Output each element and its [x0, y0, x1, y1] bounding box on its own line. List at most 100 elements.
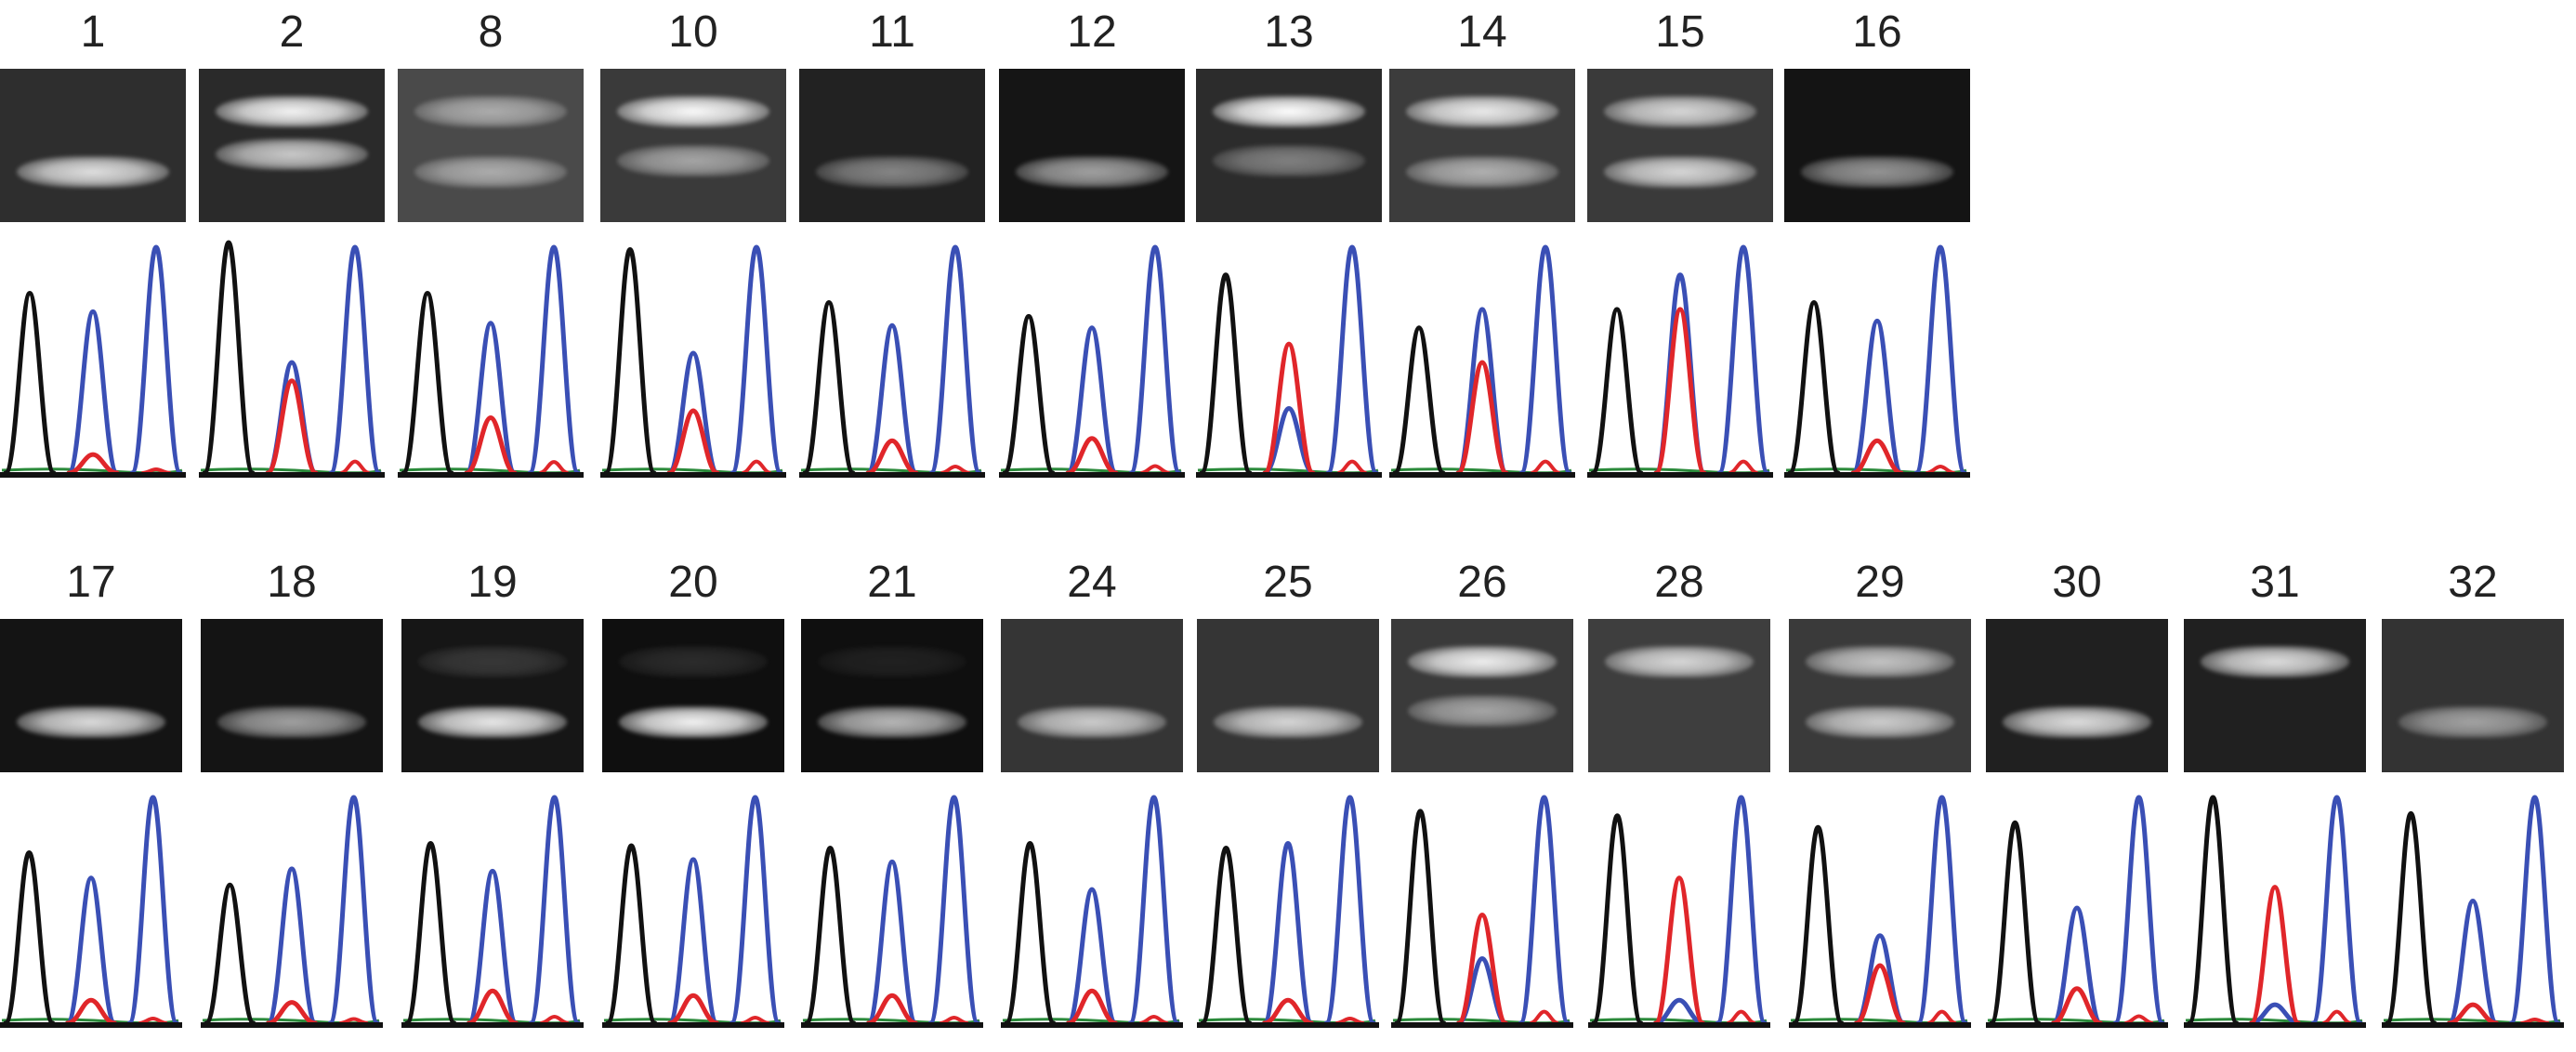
blue-end-peak	[1128, 244, 1182, 476]
gel-image	[602, 619, 784, 772]
black-peak	[1787, 299, 1841, 476]
gel-band	[1016, 155, 1168, 188]
sample-panel: 18	[201, 550, 383, 1052]
red-minor-peak	[539, 460, 569, 475]
red-minor-peak	[741, 459, 772, 475]
blue-end-peak	[527, 244, 581, 476]
gel-band	[619, 705, 768, 738]
sample-label: 29	[1855, 558, 1905, 607]
blue-end-peak	[729, 795, 782, 1026]
sample-label: 18	[267, 558, 317, 607]
red-peak	[666, 408, 720, 476]
sample-label: 19	[467, 558, 518, 607]
chromatogram	[2184, 789, 2366, 1032]
red-peak	[1066, 988, 1118, 1026]
black-peak	[1989, 820, 2042, 1026]
sample-panel: 11	[799, 0, 985, 502]
gel-band	[816, 155, 968, 188]
sample-label: 13	[1264, 7, 1314, 57]
blue-peak	[1065, 325, 1119, 476]
gel-band	[617, 96, 769, 128]
chromatogram	[1986, 789, 2168, 1032]
blue-peak	[1653, 997, 1705, 1026]
red-minor-peak	[1335, 1017, 1365, 1025]
sample-panel: 14	[1389, 0, 1575, 502]
blue-end-peak	[1325, 244, 1379, 476]
sample-label: 20	[668, 558, 718, 607]
black-peak	[401, 291, 454, 476]
black-peak	[1792, 824, 1845, 1026]
blue-peak	[464, 321, 518, 476]
gel-band	[1408, 695, 1557, 727]
blue-end-peak	[1323, 795, 1376, 1026]
red-minor-peak	[940, 465, 970, 475]
red-minor-peak	[1529, 1009, 1559, 1025]
red-peak	[66, 452, 120, 476]
blue-end-peak	[1518, 795, 1571, 1026]
gel-band	[2399, 705, 2547, 738]
sample-panel: 2	[199, 0, 385, 502]
blue-end-peak	[2310, 795, 2363, 1026]
red-peak	[2447, 1002, 2499, 1026]
chromatogram	[999, 239, 1185, 482]
black-peak	[1590, 307, 1644, 476]
gel-image	[2382, 619, 2564, 772]
sample-label: 32	[2448, 558, 2498, 607]
gel-image	[2184, 619, 2366, 772]
gel-band	[1408, 646, 1557, 678]
gel-band	[617, 145, 769, 177]
sample-panel: 12	[999, 0, 1185, 502]
blue-peak	[865, 322, 919, 476]
chromatogram	[1391, 789, 1573, 1032]
chromatogram	[0, 789, 182, 1032]
red-minor-peak	[540, 1015, 570, 1025]
gel-band	[216, 138, 368, 171]
sample-label: 8	[478, 7, 504, 57]
gel-band	[217, 705, 366, 738]
blue-peak	[866, 859, 918, 1026]
sample-panel: 25	[1197, 550, 1379, 1052]
blue-peak	[2447, 899, 2499, 1026]
blue-end-peak	[129, 244, 183, 476]
blue-end-peak	[126, 795, 179, 1026]
gel-image	[199, 69, 385, 222]
chromatogram	[398, 239, 584, 482]
blue-peak	[467, 868, 519, 1026]
red-minor-peak	[1925, 465, 1955, 475]
blue-peak	[1066, 887, 1118, 1026]
chromatogram	[2382, 789, 2564, 1032]
chromatogram	[401, 789, 584, 1032]
gel-band	[1213, 96, 1365, 128]
sample-label: 17	[66, 558, 116, 607]
chromatogram	[1001, 789, 1183, 1032]
sample-label: 2	[279, 7, 305, 57]
red-minor-peak	[138, 1017, 168, 1025]
chromatogram	[1196, 239, 1382, 482]
red-peak	[266, 1000, 318, 1026]
black-peak	[3, 291, 57, 476]
black-peak	[3, 849, 56, 1026]
blue-peak	[1850, 318, 1904, 476]
red-minor-peak	[1139, 1015, 1169, 1025]
sample-panel: 31	[2184, 550, 2366, 1052]
red-peak	[467, 988, 519, 1026]
gel-image	[401, 619, 584, 772]
sample-panel: 26	[1391, 550, 1573, 1052]
blue-end-peak	[1518, 244, 1572, 476]
chromatogram	[602, 789, 784, 1032]
red-peak	[1653, 307, 1707, 476]
blue-end-peak	[928, 244, 982, 476]
blue-end-peak	[1913, 244, 1967, 476]
blue-peak	[2051, 905, 2103, 1026]
gel-image	[1196, 69, 1382, 222]
blue-end-peak	[327, 795, 380, 1026]
sample-panel: 1	[0, 0, 186, 502]
sample-panel: 10	[600, 0, 786, 502]
black-peak	[2385, 810, 2438, 1026]
black-peak	[404, 841, 457, 1026]
gel-band	[414, 96, 567, 128]
red-minor-peak	[1728, 459, 1759, 475]
red-minor-peak	[1140, 464, 1170, 475]
sample-panel: 29	[1789, 550, 1971, 1052]
